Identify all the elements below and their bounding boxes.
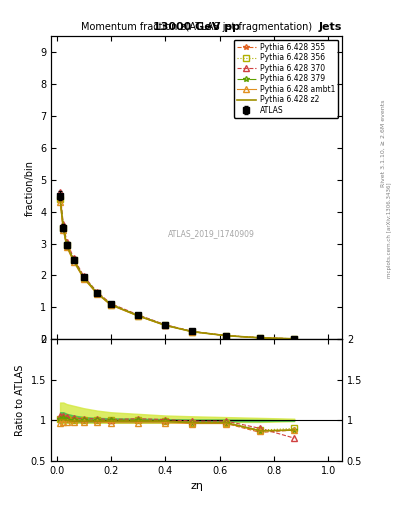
Text: 13000 GeV pp: 13000 GeV pp bbox=[153, 22, 240, 32]
Title: Momentum fraction z(ATLAS jet fragmentation): Momentum fraction z(ATLAS jet fragmentat… bbox=[81, 23, 312, 32]
Pythia 6.428 355 bbox=[108, 302, 113, 308]
Pythia 6.428 356 bbox=[95, 290, 100, 296]
Pythia 6.428 370 bbox=[224, 332, 229, 338]
Pythia 6.428 356 bbox=[190, 329, 195, 335]
Line: Pythia 6.428 355: Pythia 6.428 355 bbox=[57, 198, 297, 342]
Pythia 6.428 z2 bbox=[292, 336, 297, 342]
Pythia 6.428 ambt1 bbox=[95, 291, 100, 297]
Text: Rivet 3.1.10, ≥ 2.6M events: Rivet 3.1.10, ≥ 2.6M events bbox=[381, 100, 386, 187]
Line: Pythia 6.428 ambt1: Pythia 6.428 ambt1 bbox=[57, 199, 297, 342]
Pythia 6.428 z2 bbox=[61, 225, 66, 231]
Line: Pythia 6.428 370: Pythia 6.428 370 bbox=[57, 189, 297, 342]
Text: ATLAS_2019_I1740909: ATLAS_2019_I1740909 bbox=[167, 229, 255, 238]
Pythia 6.428 z2 bbox=[58, 194, 62, 200]
Pythia 6.428 z2 bbox=[71, 258, 76, 264]
Y-axis label: fraction/bin: fraction/bin bbox=[24, 160, 35, 216]
Pythia 6.428 379 bbox=[64, 242, 69, 248]
Pythia 6.428 356 bbox=[224, 333, 229, 339]
Pythia 6.428 370 bbox=[190, 328, 195, 334]
Pythia 6.428 z2 bbox=[108, 302, 113, 308]
Pythia 6.428 370 bbox=[163, 322, 167, 328]
Pythia 6.428 356 bbox=[64, 242, 69, 248]
Pythia 6.428 z2 bbox=[95, 290, 100, 296]
Pythia 6.428 370 bbox=[95, 289, 100, 295]
Pythia 6.428 ambt1 bbox=[163, 322, 167, 328]
Pythia 6.428 ambt1 bbox=[136, 313, 140, 319]
Text: mcplots.cern.ch [arXiv:1306.3436]: mcplots.cern.ch [arXiv:1306.3436] bbox=[387, 183, 391, 278]
Pythia 6.428 356 bbox=[81, 274, 86, 281]
Pythia 6.428 355 bbox=[136, 313, 140, 319]
Pythia 6.428 z2 bbox=[258, 335, 263, 341]
Pythia 6.428 379 bbox=[108, 301, 113, 307]
Pythia 6.428 356 bbox=[71, 257, 76, 263]
Pythia 6.428 z2 bbox=[81, 274, 86, 281]
Text: Jets: Jets bbox=[319, 22, 342, 32]
Pythia 6.428 379 bbox=[136, 312, 140, 318]
Pythia 6.428 379 bbox=[163, 322, 167, 328]
Pythia 6.428 379 bbox=[190, 329, 195, 335]
Pythia 6.428 370 bbox=[81, 273, 86, 279]
Pythia 6.428 370 bbox=[58, 189, 62, 196]
Pythia 6.428 ambt1 bbox=[258, 335, 263, 341]
Pythia 6.428 356 bbox=[136, 313, 140, 319]
Pythia 6.428 ambt1 bbox=[81, 275, 86, 282]
Pythia 6.428 ambt1 bbox=[224, 333, 229, 339]
Legend: Pythia 6.428 355, Pythia 6.428 356, Pythia 6.428 370, Pythia 6.428 379, Pythia 6: Pythia 6.428 355, Pythia 6.428 356, Pyth… bbox=[234, 39, 338, 118]
Y-axis label: Ratio to ATLAS: Ratio to ATLAS bbox=[15, 365, 25, 436]
Pythia 6.428 ambt1 bbox=[292, 336, 297, 342]
Pythia 6.428 355 bbox=[258, 335, 263, 341]
Pythia 6.428 355 bbox=[71, 258, 76, 264]
X-axis label: zη: zη bbox=[190, 481, 203, 491]
Pythia 6.428 ambt1 bbox=[108, 302, 113, 308]
Pythia 6.428 355 bbox=[64, 244, 69, 250]
Pythia 6.428 356 bbox=[108, 302, 113, 308]
Pythia 6.428 379 bbox=[95, 290, 100, 296]
Pythia 6.428 356 bbox=[258, 335, 263, 341]
Pythia 6.428 379 bbox=[258, 335, 263, 341]
Pythia 6.428 356 bbox=[163, 322, 167, 328]
Pythia 6.428 370 bbox=[64, 239, 69, 245]
Pythia 6.428 z2 bbox=[190, 329, 195, 335]
Pythia 6.428 z2 bbox=[64, 243, 69, 249]
Line: Pythia 6.428 z2: Pythia 6.428 z2 bbox=[60, 197, 294, 339]
Pythia 6.428 z2 bbox=[224, 333, 229, 339]
Pythia 6.428 355 bbox=[224, 333, 229, 339]
Pythia 6.428 355 bbox=[95, 291, 100, 297]
Pythia 6.428 370 bbox=[71, 255, 76, 261]
Pythia 6.428 370 bbox=[258, 335, 263, 341]
Line: Pythia 6.428 379: Pythia 6.428 379 bbox=[57, 193, 297, 342]
Pythia 6.428 379 bbox=[81, 274, 86, 280]
Pythia 6.428 370 bbox=[136, 312, 140, 318]
Pythia 6.428 355 bbox=[61, 226, 66, 232]
Pythia 6.428 355 bbox=[58, 197, 62, 203]
Pythia 6.428 ambt1 bbox=[190, 329, 195, 335]
Pythia 6.428 z2 bbox=[163, 322, 167, 328]
Line: Pythia 6.428 356: Pythia 6.428 356 bbox=[57, 196, 297, 342]
Pythia 6.428 379 bbox=[61, 224, 66, 230]
Pythia 6.428 379 bbox=[71, 257, 76, 263]
Pythia 6.428 356 bbox=[61, 224, 66, 230]
Pythia 6.428 ambt1 bbox=[58, 199, 62, 205]
Pythia 6.428 ambt1 bbox=[71, 259, 76, 265]
Pythia 6.428 370 bbox=[108, 301, 113, 307]
Pythia 6.428 370 bbox=[292, 336, 297, 342]
Pythia 6.428 355 bbox=[190, 329, 195, 335]
Pythia 6.428 z2 bbox=[136, 313, 140, 319]
Pythia 6.428 370 bbox=[61, 221, 66, 227]
Pythia 6.428 379 bbox=[292, 336, 297, 342]
Pythia 6.428 355 bbox=[163, 322, 167, 328]
Pythia 6.428 ambt1 bbox=[64, 244, 69, 250]
Pythia 6.428 356 bbox=[292, 336, 297, 342]
Pythia 6.428 379 bbox=[58, 193, 62, 199]
Pythia 6.428 356 bbox=[58, 196, 62, 202]
Pythia 6.428 355 bbox=[81, 275, 86, 281]
Pythia 6.428 ambt1 bbox=[61, 227, 66, 233]
Pythia 6.428 355 bbox=[292, 336, 297, 342]
Pythia 6.428 379 bbox=[224, 332, 229, 338]
